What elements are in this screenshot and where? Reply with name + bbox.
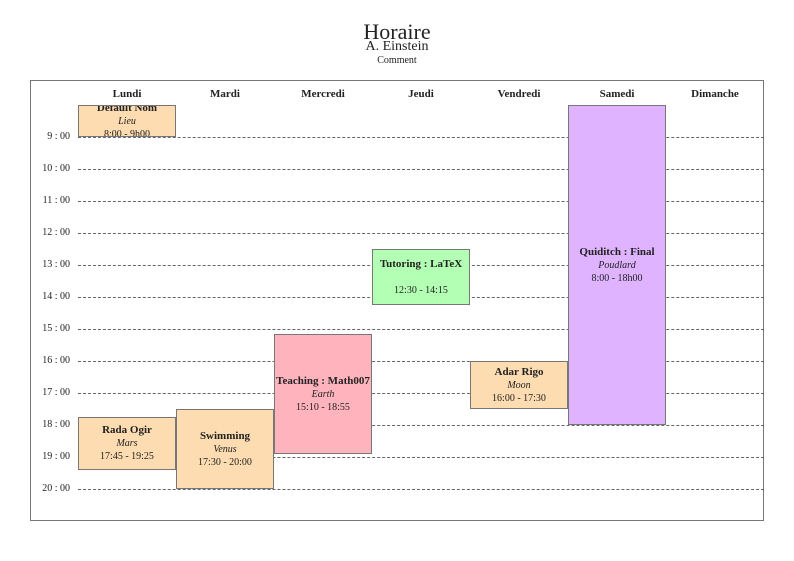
hour-gridline <box>78 393 764 394</box>
event-time: 8:00 - 9h00 <box>103 128 151 137</box>
event-title: Swimming <box>199 429 251 442</box>
day-header: Mardi <box>210 88 240 100</box>
event-block[interactable]: Adar Rigo Moon 16:00 - 17:30 <box>470 361 568 409</box>
event-place: Mars <box>116 438 138 450</box>
event-title: Teaching : Math007 <box>276 374 370 387</box>
event-title: Tutoring : LaTeX <box>379 257 463 270</box>
hour-label: 20 : 00 <box>42 483 70 494</box>
event-block[interactable]: Default Nom Lieu 8:00 - 9h00 <box>78 105 176 137</box>
hour-label: 16 : 00 <box>42 355 70 366</box>
event-place: Poudlard <box>598 259 636 271</box>
day-header: Mercredi <box>301 88 345 100</box>
event-time: 17:30 - 20:00 <box>198 456 252 468</box>
schedule-title: Horaire <box>363 19 431 44</box>
hour-gridline <box>78 329 764 330</box>
event-block[interactable]: Rada Ogir Mars 17:45 - 19:25 <box>78 417 176 471</box>
hour-label: 11 : 00 <box>42 195 70 206</box>
hour-label: 17 : 00 <box>42 387 70 398</box>
schedule-comment: Comment <box>377 55 417 66</box>
hour-label: 15 : 00 <box>42 323 70 334</box>
event-time: 17:45 - 19:25 <box>100 451 154 463</box>
event-block[interactable]: Quiditch : Final Poudlard 8:00 - 18h00 <box>568 105 666 425</box>
hour-label: 18 : 00 <box>42 419 70 430</box>
event-place: Venus <box>213 443 237 455</box>
event-place: Earth <box>311 388 335 400</box>
hour-label: 19 : 00 <box>42 451 70 462</box>
event-time: 15:10 - 18:55 <box>296 401 350 413</box>
day-header: Dimanche <box>691 88 739 100</box>
schedule-author: A. Einstein <box>365 39 429 54</box>
hour-label: 9 : 00 <box>47 131 70 142</box>
hour-gridline <box>78 233 764 234</box>
hour-gridline <box>78 169 764 170</box>
hour-label: 13 : 00 <box>42 259 70 270</box>
hour-gridline <box>78 201 764 202</box>
hour-gridline <box>78 489 764 490</box>
hour-label: 14 : 00 <box>42 291 70 302</box>
day-header: Jeudi <box>408 88 434 100</box>
event-place: Moon <box>507 379 531 391</box>
schedule-frame <box>30 80 764 521</box>
hour-gridline <box>78 457 764 458</box>
hour-gridline <box>78 361 764 362</box>
event-place: Lieu <box>118 115 136 127</box>
event-title: Adar Rigo <box>494 365 544 378</box>
event-title: Rada Ogir <box>102 424 152 437</box>
hour-label: 10 : 00 <box>42 163 70 174</box>
day-header: Samedi <box>599 88 635 100</box>
event-time: 16:00 - 17:30 <box>492 392 546 404</box>
day-header: Lundi <box>112 88 142 100</box>
event-title: Default Nom <box>96 105 158 114</box>
event-time: 8:00 - 18h00 <box>591 272 643 284</box>
event-title: Quiditch : Final <box>579 245 655 258</box>
event-block[interactable]: Swimming Venus 17:30 - 20:00 <box>176 409 274 489</box>
hour-gridline <box>78 425 764 426</box>
day-header: Vendredi <box>497 88 541 100</box>
hour-gridline <box>78 137 764 138</box>
event-block[interactable]: Teaching : Math007 Earth 15:10 - 18:55 <box>274 334 372 455</box>
event-block[interactable]: Tutoring : LaTeX 12:30 - 14:15 <box>372 249 470 305</box>
hour-label: 12 : 00 <box>42 227 70 238</box>
event-time: 12:30 - 14:15 <box>394 284 448 296</box>
